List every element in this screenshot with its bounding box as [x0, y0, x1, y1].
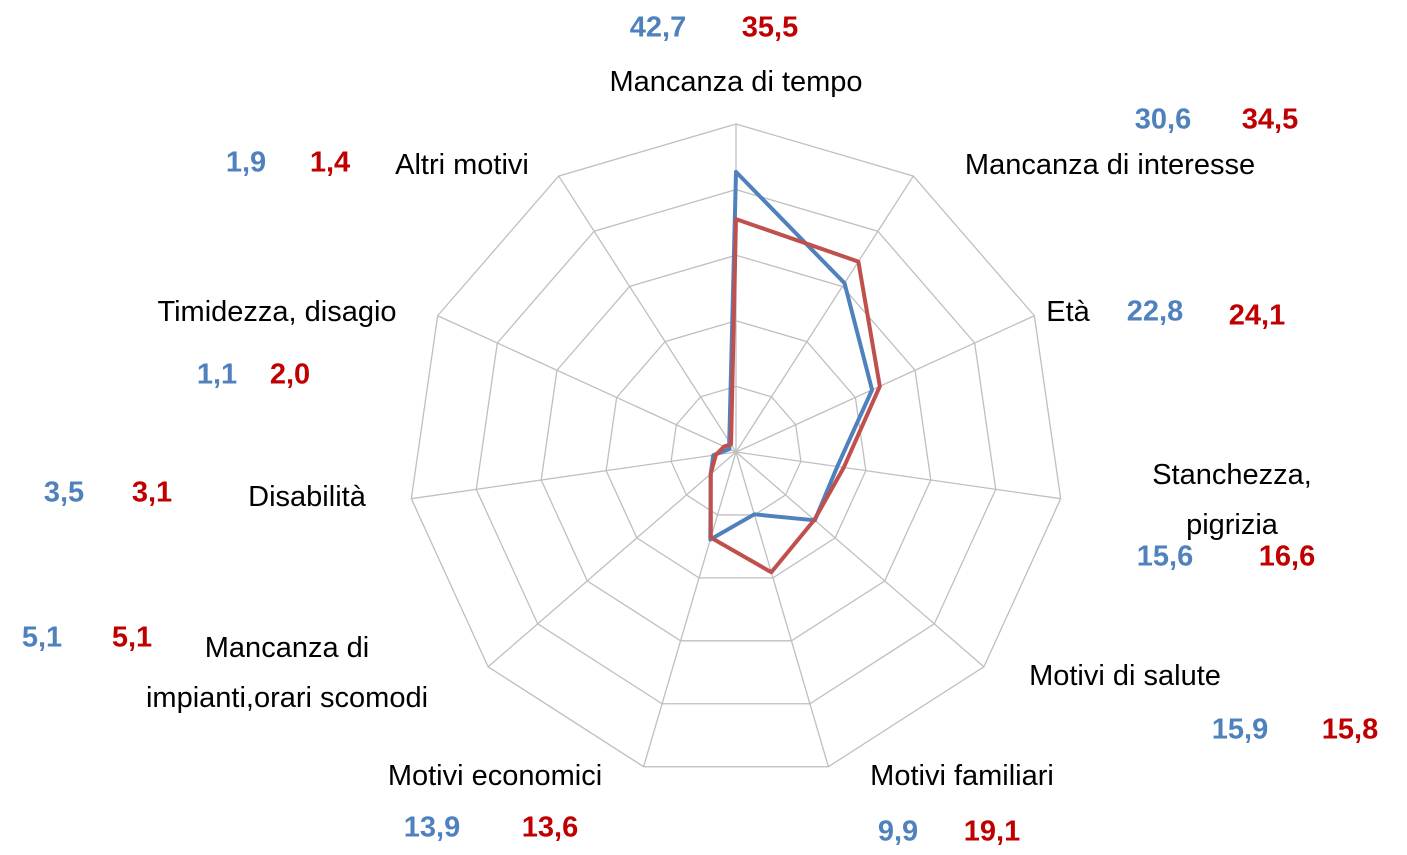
value-label: 1,4: [309, 146, 351, 179]
value-label: 3,5: [43, 476, 85, 509]
value-label: 9,9: [877, 815, 919, 848]
grid-ring: [605, 320, 867, 579]
category-label: Mancanza di interesse: [964, 149, 1256, 181]
value-label: 13,9: [403, 811, 461, 844]
value-label: 15,6: [1136, 540, 1194, 573]
value-label: 22,8: [1126, 295, 1184, 328]
value-label: 30,6: [1134, 103, 1192, 136]
grid-ring: [540, 254, 932, 642]
category-label: Motivi familiari: [870, 760, 1054, 792]
value-label: 34,5: [1241, 103, 1299, 136]
grid-ring: [410, 123, 1062, 768]
category-label: Disabilità: [248, 481, 366, 513]
value-label: 3,1: [131, 476, 173, 509]
value-label: 16,6: [1258, 540, 1316, 573]
value-label: 15,8: [1321, 713, 1379, 746]
value-label: 24,1: [1228, 299, 1286, 332]
category-label: Età: [1046, 296, 1090, 328]
value-label: 5,1: [21, 621, 63, 654]
spoke: [558, 175, 737, 453]
spoke: [735, 175, 914, 453]
value-label: 35,5: [741, 11, 799, 44]
spoke: [437, 315, 737, 453]
value-label: 42,7: [629, 11, 687, 44]
value-label: 2,0: [269, 358, 311, 391]
spoke: [411, 451, 737, 500]
series-line: [708, 169, 875, 542]
spoke: [735, 451, 830, 767]
category-label: Stanchezza, pigrizia: [1152, 459, 1312, 541]
value-label: 13,6: [521, 811, 579, 844]
grid-ring: [670, 385, 802, 516]
spoke: [642, 451, 737, 767]
spoke: [735, 451, 985, 668]
category-label: Mancanza di tempo: [609, 66, 863, 98]
category-label: Motivi economici: [387, 760, 603, 792]
category-label: Motivi di salute: [1029, 660, 1221, 692]
value-label: 19,1: [963, 815, 1021, 848]
category-label: Altri motivi: [395, 149, 529, 181]
spoke: [735, 451, 1061, 500]
category-label: Timidezza, disagio: [157, 296, 397, 328]
spoke: [487, 451, 737, 668]
value-label: 1,9: [225, 146, 267, 179]
category-label: Mancanza di impianti,orari scomodi: [145, 632, 429, 714]
value-label: 5,1: [111, 621, 153, 654]
grid-ring: [475, 188, 997, 705]
value-label: 1,1: [196, 358, 238, 391]
series-line: [708, 217, 882, 575]
spoke: [735, 315, 1035, 453]
value-label: 15,9: [1211, 713, 1269, 746]
